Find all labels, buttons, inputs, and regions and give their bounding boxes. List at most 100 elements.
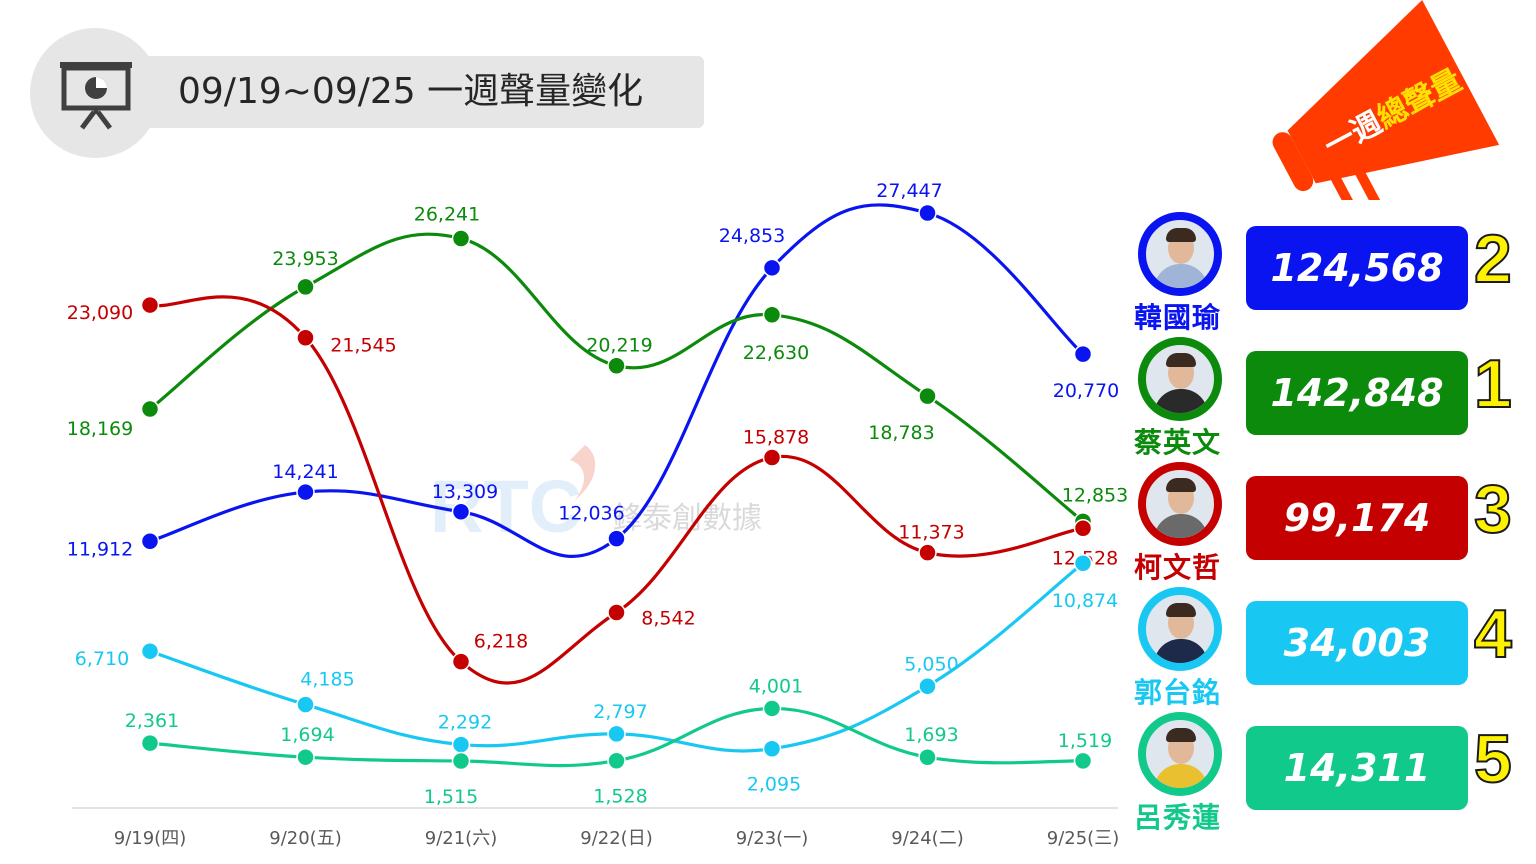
data-label: 2,292	[438, 712, 492, 734]
candidate-avatar	[1138, 712, 1222, 796]
x-tick-label: 9/25(三)	[1047, 828, 1119, 849]
data-point	[296, 277, 315, 297]
series-韓國瑜: 11,912 14,241 13,309 12,036 24,853 27,447 20,7…	[67, 180, 1119, 560]
data-point	[1073, 344, 1093, 364]
x-tick-label: 9/21(六)	[425, 828, 497, 849]
data-point	[451, 735, 471, 754]
data-point	[451, 229, 471, 248]
candidate-total: 124,568	[1246, 226, 1468, 310]
data-point	[918, 543, 937, 562]
candidate-name: 呂秀蓮	[1134, 801, 1222, 834]
data-label: 12,036	[558, 503, 624, 525]
data-label: 20,219	[586, 335, 652, 357]
watermark: RTC 鋒泰創數據	[430, 445, 762, 548]
data-label: 11,373	[898, 522, 964, 544]
data-label: 6,218	[474, 631, 528, 653]
avatar-hair	[1166, 228, 1196, 242]
data-label: 18,783	[868, 422, 934, 444]
data-point	[1073, 519, 1093, 538]
candidate-name: 韓國瑜	[1134, 301, 1222, 334]
data-point	[140, 399, 160, 419]
data-point	[1073, 751, 1093, 771]
data-point	[762, 699, 782, 718]
data-point	[607, 356, 626, 375]
series-蔡英文: 18,169 23,953 26,241 20,219 22,630 18,783 12,8…	[67, 203, 1128, 531]
data-label: 1,694	[280, 724, 334, 746]
data-point	[607, 724, 626, 744]
megaphone-icon: 一週 總聲量	[1272, 0, 1500, 200]
data-label: 5,050	[904, 653, 958, 675]
data-label: 22,630	[743, 342, 809, 364]
series-郭台銘: 6,710 4,185 2,292 2,797 2,095 5,050 10,874	[75, 553, 1118, 796]
data-point	[607, 603, 626, 622]
data-point	[451, 652, 471, 671]
x-tick-label: 9/19(四)	[114, 828, 186, 849]
candidate-rank: 2	[1473, 220, 1513, 298]
data-point	[762, 448, 782, 467]
data-label: 24,853	[719, 225, 785, 247]
candidate-rank: 5	[1473, 720, 1513, 798]
x-tick-label: 9/23(一)	[736, 828, 808, 849]
data-label: 12,853	[1062, 484, 1128, 506]
candidate-name: 柯文哲	[1134, 551, 1222, 584]
data-point	[918, 386, 937, 406]
candidate-rank: 1	[1473, 345, 1513, 423]
data-point	[607, 751, 626, 770]
data-point	[762, 258, 782, 278]
candidate-total: 14,311	[1246, 726, 1468, 810]
candidate-total: 142,848	[1246, 351, 1468, 435]
data-point	[140, 641, 160, 661]
page-title: 09/19~09/25 一週聲量變化	[178, 71, 644, 112]
data-point	[918, 747, 937, 767]
data-label: 20,770	[1053, 380, 1119, 402]
avatar-body	[1154, 639, 1208, 663]
avatar-hair	[1166, 728, 1196, 742]
series-呂秀蓮: 2,361 1,694 1,515 1,528 4,001 1,693 1,519	[125, 675, 1112, 808]
data-label: 4,185	[300, 669, 354, 691]
presentation-board-icon	[60, 62, 132, 130]
data-label: 1,519	[1058, 730, 1112, 752]
data-point	[607, 529, 626, 548]
data-label: 4,001	[749, 675, 803, 697]
candidate-avatar	[1138, 587, 1222, 671]
candidate-rank: 4	[1473, 595, 1513, 673]
data-label: 15,878	[743, 426, 809, 448]
title-bar	[100, 56, 704, 128]
candidate-avatar	[1138, 337, 1222, 421]
data-label: 21,545	[330, 335, 396, 357]
data-point	[762, 305, 782, 325]
line-chart: RTC 鋒泰創數據 11,912 14,241 13,309 12,036 24,853…	[67, 180, 1128, 849]
data-point	[1073, 553, 1093, 573]
x-tick-label: 9/22(日)	[580, 828, 652, 849]
data-point	[296, 328, 315, 347]
data-point	[451, 751, 471, 771]
data-label: 23,090	[67, 302, 133, 324]
avatar-body	[1154, 514, 1208, 538]
data-label: 8,542	[641, 607, 695, 629]
data-point	[918, 677, 937, 696]
candidate-avatar	[1138, 212, 1222, 296]
data-point	[296, 482, 315, 502]
data-point	[296, 747, 315, 767]
data-label: 2,797	[593, 701, 647, 723]
data-label: 1,515	[424, 786, 478, 808]
x-tick-label: 9/20(五)	[269, 828, 341, 849]
data-label: 23,953	[272, 248, 338, 270]
data-label: 11,912	[67, 538, 133, 560]
data-label: 13,309	[432, 481, 498, 503]
data-label: 18,169	[67, 418, 133, 440]
avatar-hair	[1166, 353, 1196, 367]
data-point	[451, 502, 471, 522]
avatar-body	[1154, 264, 1208, 288]
data-point	[918, 203, 937, 223]
candidate-avatar	[1138, 462, 1222, 546]
data-label: 10,874	[1052, 590, 1118, 612]
avatar-body	[1154, 389, 1208, 413]
candidate-total: 34,003	[1246, 601, 1468, 685]
avatar-body	[1154, 764, 1208, 788]
data-point	[762, 739, 782, 758]
data-label: 6,710	[75, 648, 129, 670]
data-label: 2,095	[747, 774, 801, 796]
data-point	[140, 295, 160, 315]
data-point	[296, 695, 315, 714]
